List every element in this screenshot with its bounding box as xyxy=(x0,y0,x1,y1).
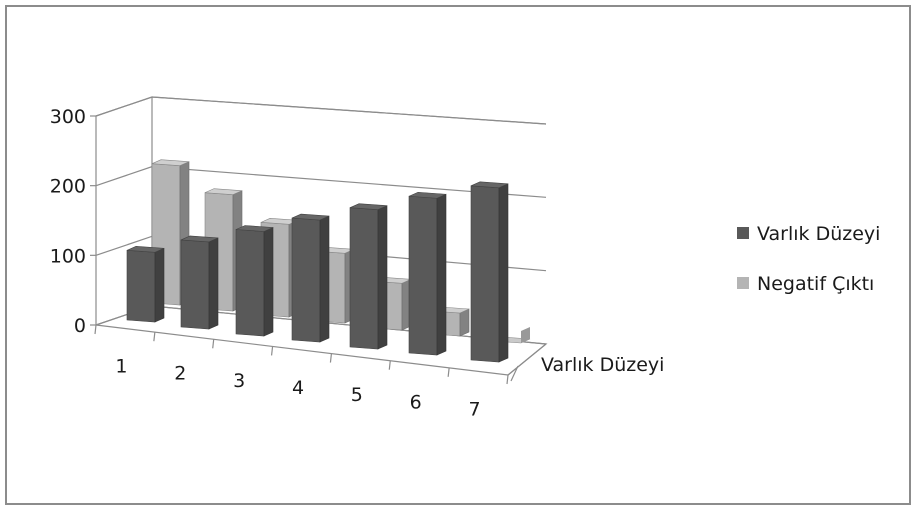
legend: Varlık Düzeyi Negatif Çıktı xyxy=(737,223,880,295)
bar-varlik-duzeyi-3-front xyxy=(235,229,265,337)
x-tick-mark xyxy=(153,332,156,342)
y-tick-label: 100 xyxy=(50,245,86,267)
x-tick-mark xyxy=(329,353,333,363)
x-tick-mark xyxy=(447,367,450,377)
x-tick-label: 6 xyxy=(410,391,422,413)
x-axis: 1 2 3 4 5 6 7 xyxy=(94,324,547,420)
bar-varlik-duzeyi-6-front xyxy=(408,195,438,356)
bar-varlik-duzeyi-6 xyxy=(408,191,447,356)
bars xyxy=(126,159,531,363)
depth-axis-line xyxy=(507,343,547,376)
bar-varlik-duzeyi-3-top xyxy=(235,225,274,232)
x-tick-label: 5 xyxy=(351,384,363,406)
bar-varlik-duzeyi-2-side xyxy=(208,237,219,330)
legend-swatch-negatif-cikti xyxy=(737,277,749,289)
bar-varlik-duzeyi-6-side xyxy=(436,193,447,356)
bar-varlik-duzeyi-5 xyxy=(349,203,388,350)
bar-varlik-duzeyi-7-top xyxy=(470,181,509,189)
bar-varlik-duzeyi-2 xyxy=(180,235,219,330)
bar-varlik-duzeyi-1-top xyxy=(126,246,165,253)
y-tick-label: 200 xyxy=(50,176,86,198)
bar-varlik-duzeyi-7 xyxy=(470,181,509,363)
bar-varlik-duzeyi-2-front xyxy=(180,239,210,330)
bar-negatif-cikti-1-top xyxy=(151,159,190,166)
x-tick-label: 4 xyxy=(292,377,304,399)
x-tick-mark xyxy=(270,346,274,356)
bar-varlik-duzeyi-1-front xyxy=(126,250,156,323)
legend-swatch-varlik-duzeyi xyxy=(737,227,749,239)
bar-varlik-duzeyi-2-top xyxy=(180,235,219,243)
gridline-300 xyxy=(95,96,547,125)
legend-label-negatif-cikti: Negatif Çıktı xyxy=(757,273,874,295)
bar-varlik-duzeyi-5-top xyxy=(349,203,388,210)
bar-negatif-cikti-2-top xyxy=(204,188,243,195)
bar-varlik-duzeyi-1 xyxy=(126,246,165,323)
bar-varlik-duzeyi-5-front xyxy=(349,207,379,350)
x-tick-mark xyxy=(388,360,391,370)
bar-varlik-duzeyi-7-front xyxy=(470,185,500,363)
y-tick-label: 300 xyxy=(50,106,86,128)
y-tick-label: 0 xyxy=(74,315,86,337)
depth-axis-label: Varlık Düzeyi xyxy=(541,354,664,376)
x-tick-mark xyxy=(506,374,509,385)
legend-label-varlik-duzeyi: Varlık Düzeyi xyxy=(757,223,880,245)
bar-varlik-duzeyi-4-top xyxy=(291,213,330,221)
bar-varlik-duzeyi-3 xyxy=(235,225,274,337)
bar-varlik-duzeyi-5-side xyxy=(377,205,388,350)
bar-varlik-duzeyi-6-top xyxy=(408,191,447,199)
y-axis: 0 100 200 300 xyxy=(50,106,96,337)
x-tick-label: 3 xyxy=(233,370,245,392)
x-tick-label: 1 xyxy=(115,356,127,378)
x-tick-mark xyxy=(212,339,215,349)
bar-varlik-duzeyi-4 xyxy=(291,213,330,343)
bar-negatif-cikti-6-side xyxy=(459,308,470,337)
bar-varlik-duzeyi-7-side xyxy=(498,183,509,363)
x-tick-mark xyxy=(94,324,97,335)
depth-tick-mark xyxy=(510,365,519,382)
x-tick-label: 7 xyxy=(469,398,481,420)
bar-negatif-cikti-7-side xyxy=(521,327,530,343)
bar-varlik-duzeyi-4-side xyxy=(319,215,330,343)
bar-varlik-duzeyi-1-side xyxy=(154,247,165,323)
x-tick-label: 2 xyxy=(174,363,186,385)
bar-varlik-duzeyi-4-front xyxy=(291,217,321,343)
bar-varlik-duzeyi-3-side xyxy=(263,227,274,337)
